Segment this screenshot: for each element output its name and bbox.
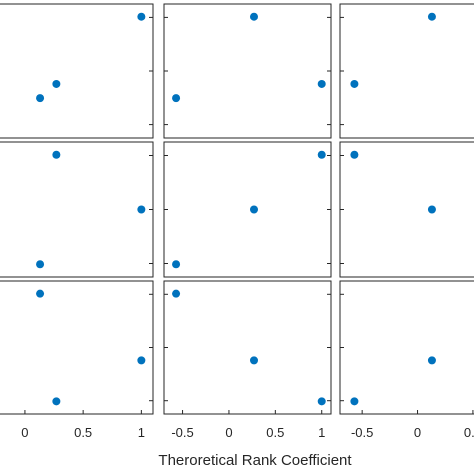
scatter-point [249,205,258,214]
x-tick-label: 0 [225,425,232,440]
x-tick-label: -0.5 [171,425,193,440]
scatter-point [350,79,359,88]
scatter-point [317,150,326,159]
scatter-point [249,12,258,21]
x-tick-label: 0 [21,425,28,440]
x-tick-label: 0.5 [464,425,474,440]
scatter-point [350,397,359,406]
x-axis-label: Theroretical Rank Coefficient [158,452,352,469]
panel-r1c3 [339,3,474,139]
panel-frame [339,3,474,139]
panel-frame [339,141,474,278]
scatter-point [427,205,436,214]
scatter-point [137,356,146,365]
scatter-point [172,260,181,269]
x-tick-labels: 0 0.5 1 -0.5 0 0.5 1 -0.5 0 0.5 [21,425,474,440]
scatter-point [36,94,45,103]
scatter-point [350,150,359,159]
x-tick-label: 1 [138,425,145,440]
x-tick-label: -0.5 [351,425,373,440]
scatter-point [52,397,61,406]
scatter-point [137,205,146,214]
scatter-point [317,79,326,88]
scatter-point [427,12,436,21]
scatter-point [52,150,61,159]
scatter-point [36,260,45,269]
scatter-point [317,397,326,406]
scatter-point [249,356,258,365]
panel-frame [163,3,332,139]
x-tick-label: 0 [414,425,421,440]
x-tick-label: 0.5 [74,425,92,440]
panel-frame [339,280,474,415]
panel-r2c2 [163,141,332,278]
panel-frame [0,3,154,139]
panel-r3c3 [339,280,474,415]
panel-frame [0,141,154,278]
panel-frame [0,280,154,415]
scatter-point [36,289,45,298]
panel-frame [163,280,332,415]
scatter-point [172,289,181,298]
panel-r1c2 [163,3,332,139]
panel-r3c2 [163,280,332,415]
panel-r2c3 [339,141,474,278]
panel-frame [163,141,332,278]
panel-r3c1 [0,280,154,415]
panel-r1c1 [0,3,154,139]
scatter-point [137,12,146,21]
panels-group [0,3,474,415]
x-tick-label: 1 [318,425,325,440]
panel-r2c1 [0,141,154,278]
scatter-point [52,79,61,88]
scatter-point [427,356,436,365]
scatter-point [172,94,181,103]
x-tick-label: 0.5 [266,425,284,440]
